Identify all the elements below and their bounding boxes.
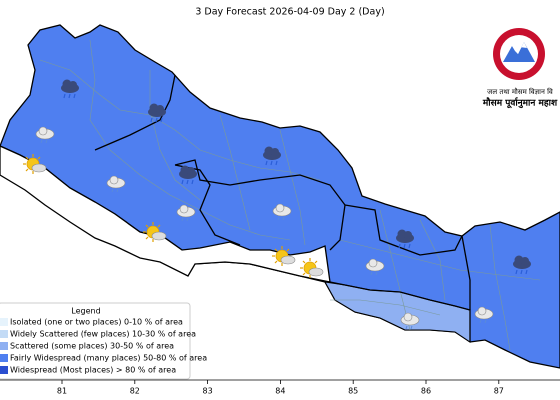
x-tick-label: 84 bbox=[275, 387, 285, 396]
legend-label: Isolated (one or two places) 0-10 % of a… bbox=[10, 318, 183, 327]
legend-label: Scattered (some places) 30-50 % of area bbox=[10, 342, 174, 351]
x-tick-label: 81 bbox=[57, 387, 67, 396]
legend-swatch bbox=[0, 318, 8, 326]
map bbox=[0, 24, 560, 369]
logo: जल तथा मौसम विज्ञान वि मौसम पूर्वानुमान … bbox=[482, 28, 558, 109]
x-tick-label: 85 bbox=[348, 387, 358, 396]
x-tick-label: 83 bbox=[203, 387, 213, 396]
legend-label: Fairly Widespread (many places) 50-80 % … bbox=[10, 354, 207, 363]
legend-swatch bbox=[0, 354, 8, 362]
logo-line-2: मौसम पूर्वानुमान महाश bbox=[482, 97, 558, 109]
legend-swatch bbox=[0, 330, 8, 338]
x-tick-label: 87 bbox=[494, 387, 504, 396]
legend-title: Legend bbox=[71, 307, 100, 316]
legend: Legend Isolated (one or two places) 0-10… bbox=[0, 302, 207, 380]
legend-swatch bbox=[0, 366, 8, 374]
region-isolated bbox=[0, 145, 331, 283]
title: 3 Day Forecast 2026-04-09 Day 2 (Day) bbox=[195, 7, 384, 18]
legend-label: Widely Scattered (few places) 10-30 % of… bbox=[10, 330, 196, 339]
logo-line-1: जल तथा मौसम विज्ञान वि bbox=[487, 87, 553, 96]
x-axis: 81 82 83 84 85 86 87 bbox=[0, 379, 560, 396]
x-tick-label: 82 bbox=[130, 387, 140, 396]
legend-box bbox=[0, 302, 191, 380]
x-tick-label: 86 bbox=[421, 387, 431, 396]
legend-label: Widespread (Most places) > 80 % of area bbox=[10, 366, 176, 375]
legend-swatch bbox=[0, 342, 8, 350]
